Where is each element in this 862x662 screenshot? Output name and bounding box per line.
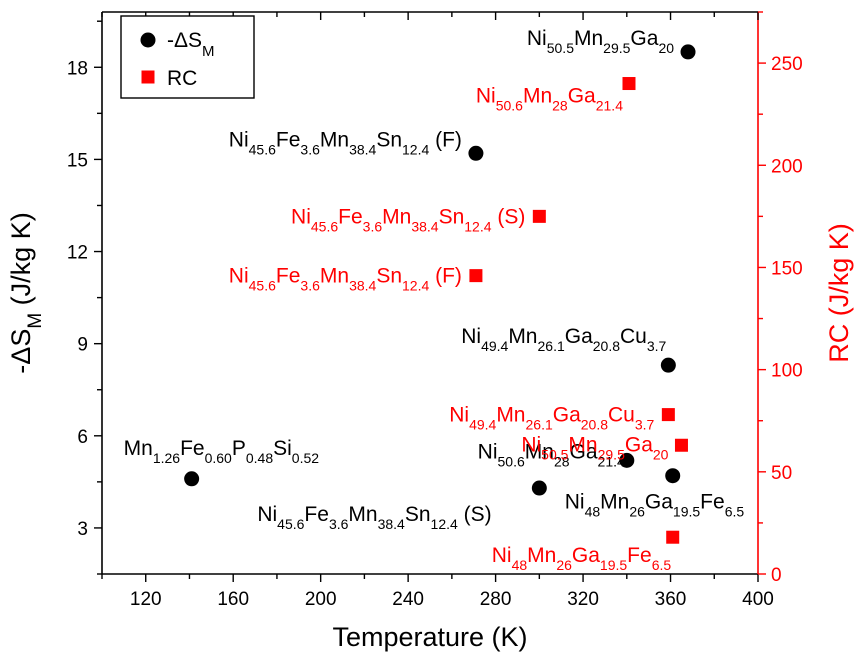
legend-label-delta-s: -ΔSM bbox=[167, 29, 215, 60]
rc-point-1 bbox=[532, 209, 546, 223]
rc-point-5 bbox=[666, 530, 680, 544]
delta-s-point-5 bbox=[531, 480, 547, 496]
y-right-tick-label: 100 bbox=[771, 361, 803, 382]
y-axis-left-title: -ΔSM (J/kg K) bbox=[6, 212, 46, 373]
rc-point-label-0: Ni50.6Mn28Ga21.4 bbox=[476, 85, 623, 114]
delta-s-point-6 bbox=[665, 468, 681, 484]
rc-point-3 bbox=[661, 408, 675, 422]
delta-s-point-label-0: Ni50.5Mn29.5Ga20 bbox=[527, 27, 674, 56]
rc-point-4 bbox=[674, 438, 688, 452]
rc-point-label-5: Ni48Mn26Ga19.5Fe6.5 bbox=[492, 544, 672, 573]
rc-point-label-3: Ni49.4Mn26.1Ga20.8Cu3.7 bbox=[449, 404, 654, 433]
x-axis-title: Temperature (K) bbox=[332, 622, 527, 652]
delta-s-point-2 bbox=[660, 357, 676, 373]
rc-point-0 bbox=[622, 77, 636, 91]
legend-square-marker bbox=[141, 70, 155, 84]
x-tick-label: 240 bbox=[392, 589, 424, 610]
x-tick-label: 120 bbox=[130, 589, 162, 610]
y-right-tick-label: 250 bbox=[771, 54, 803, 75]
rc-point-label-2: Ni45.6Fe3.6Mn38.4Sn12.4 (F) bbox=[229, 265, 462, 294]
x-tick-label: 280 bbox=[480, 589, 512, 610]
legend-box bbox=[120, 15, 255, 99]
y-right-tick-label: 200 bbox=[771, 156, 803, 177]
y-axis-right-title: RC (J/kg K) bbox=[824, 223, 854, 363]
rc-point-label-1: Ni45.6Fe3.6Mn38.4Sn12.4 (S) bbox=[291, 205, 525, 234]
y-left-tick-label: 15 bbox=[67, 150, 88, 171]
y-right-tick-label: 50 bbox=[771, 463, 792, 484]
x-tick-label: 320 bbox=[567, 589, 599, 610]
legend-circle-marker bbox=[140, 32, 156, 48]
labels-layer: Ni50.5Mn29.5Ga20 Ni45.6Fe3.6Mn38.4Sn12.4 … bbox=[124, 27, 745, 573]
delta-s-point-0 bbox=[680, 44, 696, 60]
legend-label-rc: RC bbox=[167, 67, 197, 90]
x-tick-label: 360 bbox=[655, 589, 687, 610]
y-right-tick-label: 150 bbox=[771, 258, 803, 279]
delta-s-point-label-2: Ni49.4Mn26.1Ga20.8Cu3.7 bbox=[461, 325, 666, 354]
y-left-tick-label: 12 bbox=[67, 243, 88, 264]
plot-frame bbox=[101, 11, 759, 575]
y-left-tick-label: 3 bbox=[77, 519, 88, 540]
legend: -ΔSM RC bbox=[120, 15, 255, 99]
x-tick-label: 160 bbox=[217, 589, 249, 610]
y-left-tick-label: 18 bbox=[67, 58, 88, 79]
rc-point-2 bbox=[469, 269, 483, 283]
delta-s-point-4 bbox=[184, 471, 200, 487]
delta-s-point-label-4: Mn1.26Fe0.60P0.48Si0.52 bbox=[124, 437, 320, 466]
marks-layer bbox=[184, 44, 696, 544]
y-left-tick-label: 9 bbox=[77, 335, 88, 356]
delta-s-point-label-3: Ni50.6Mn28Ga21.4 bbox=[478, 440, 625, 469]
delta-s-point-label-6: Ni48Mn26Ga19.5Fe6.5 bbox=[565, 491, 745, 520]
delta-s-point-label-5: Ni45.6Fe3.6Mn38.4Sn12.4 (S) bbox=[257, 503, 491, 532]
delta-s-point-label-1: Ni45.6Fe3.6Mn38.4Sn12.4 (F) bbox=[229, 128, 462, 157]
y-right-tick-label: 0 bbox=[771, 565, 782, 586]
ticks-layer: 120 160 200 240 280 320 360 400 3 6 9 12 15 18 0 50 100 1… bbox=[67, 11, 803, 610]
x-tick-label: 400 bbox=[742, 589, 774, 610]
rc-point-label-4: Ni50.5Mn29.5Ga20 bbox=[521, 433, 668, 462]
y-left-tick-label: 6 bbox=[77, 427, 88, 448]
delta-s-point-1 bbox=[468, 145, 484, 161]
x-tick-label: 200 bbox=[305, 589, 337, 610]
delta-s-point-3 bbox=[619, 452, 635, 468]
